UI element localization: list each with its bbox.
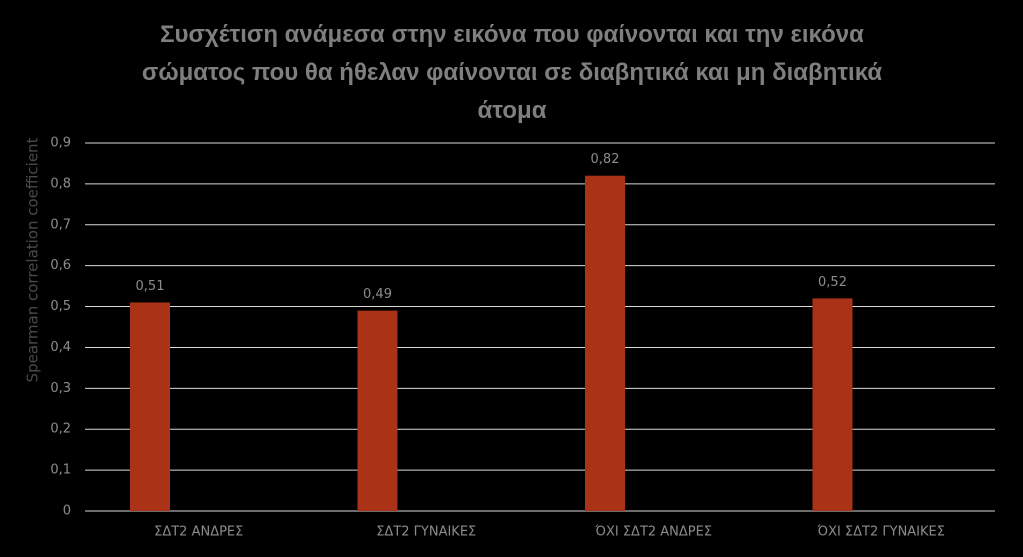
y-tick-label: 0,3	[50, 381, 71, 396]
bar	[585, 175, 625, 511]
x-tick-label: ΌΧΙ ΣΔΤ2 ΑΝΔΡΕΣ	[594, 525, 712, 540]
x-tick-label: ΣΔΤ2 ΑΝΔΡΕΣ	[154, 525, 243, 540]
bar	[357, 310, 398, 511]
y-tick-label: 0	[63, 504, 71, 519]
y-tick-label: 0,8	[50, 176, 71, 191]
value-label: 0,82	[591, 152, 620, 167]
x-tick-label: ΌΧΙ ΣΔΤ2 ΓΥΝΑΙΚΕΣ	[817, 525, 945, 540]
y-tick-label: 0,5	[50, 299, 71, 314]
bar	[812, 298, 853, 511]
y-tick-label: 0,1	[50, 463, 71, 478]
value-label: 0,52	[818, 275, 847, 290]
y-tick-label: 0,7	[50, 217, 71, 232]
chart-title: Συσχέτιση ανάμεσα στην εικόνα που φαίνον…	[141, 21, 883, 124]
y-tick-label: 0,2	[50, 422, 71, 437]
x-tick-label: ΣΔΤ2 ΓΥΝΑΙΚΕΣ	[376, 525, 476, 540]
bar	[130, 302, 170, 511]
y-tick-label: 0,9	[50, 136, 71, 151]
value-label: 0,49	[363, 287, 392, 302]
value-label: 0,51	[136, 279, 165, 294]
y-axis-label: Spearman correlation coefficient	[24, 137, 42, 382]
y-tick-label: 0,6	[50, 258, 71, 273]
y-tick-label: 0,4	[50, 340, 71, 355]
